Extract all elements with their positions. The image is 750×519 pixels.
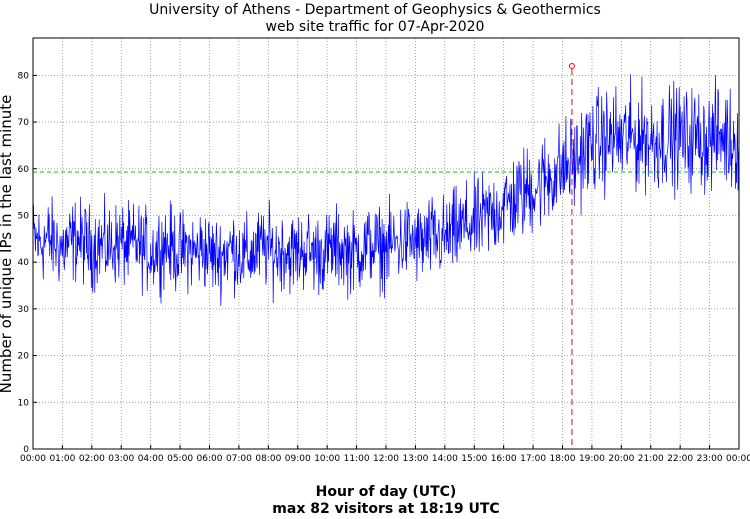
x-axis-label: Hour of day (UTC) [316, 484, 457, 500]
x-tick-label: 01:00 [49, 454, 75, 464]
x-tick-label: 13:00 [402, 454, 428, 464]
x-tick-label: 09:00 [285, 454, 311, 464]
x-tick-label: 11:00 [344, 454, 370, 464]
chart-subtitle: web site traffic for 07-Apr-2020 [266, 19, 485, 35]
y-tick-label: 20 [18, 352, 30, 362]
x-tick-label: 03:00 [108, 454, 134, 464]
x-tick-label: 23:00 [697, 454, 723, 464]
x-tick-label: 00:00 [20, 454, 46, 464]
y-axis-label: Number of unique IPs in the last minute [0, 95, 15, 394]
x-tick-label: 14:00 [432, 454, 458, 464]
y-tick-label: 40 [18, 258, 30, 268]
x-tick-label: 02:00 [79, 454, 105, 464]
series-layer [32, 74, 740, 307]
x-tick-label: 08:00 [255, 454, 281, 464]
y-tick-label: 30 [18, 305, 30, 315]
x-tick-label: 12:00 [373, 454, 399, 464]
x-tick-labels: 00:00 01:00 02:00 03:00 04:00 05:00 06:00 07:00… [20, 454, 750, 464]
x-tick-label: 04:00 [138, 454, 164, 464]
y-tick-labels: 0 10 20 30 40 50 60 70 80 [18, 71, 30, 455]
x-tick-label: 10:00 [314, 454, 340, 464]
y-tick-label: 70 [18, 118, 30, 128]
x-tick-label: 17:00 [520, 454, 546, 464]
x-tick-label: 00:00 [726, 454, 750, 464]
y-tick-label: 60 [18, 165, 30, 175]
x-tick-label: 18:00 [550, 454, 576, 464]
x-tick-label: 06:00 [197, 454, 223, 464]
chart-title: University of Athens - Department of Geo… [149, 2, 601, 18]
x-tick-label: 19:00 [579, 454, 605, 464]
x-tick-label: 05:00 [167, 454, 193, 464]
max-value-marker [568, 63, 575, 70]
max-visitors-caption: max 82 visitors at 18:19 UTC [272, 501, 499, 515]
x-tick-label: 07:00 [226, 454, 252, 464]
y-tick-label: 10 [18, 398, 30, 408]
plot-frame [32, 37, 740, 450]
y-tick-label: 80 [18, 71, 30, 81]
x-tick-label: 21:00 [638, 454, 664, 464]
x-tick-label: 22:00 [667, 454, 693, 464]
x-tick-label: 20:00 [608, 454, 634, 464]
traffic-series-line [32, 74, 740, 307]
x-tick-label: 16:00 [491, 454, 517, 464]
y-tick-label: 0 [23, 445, 29, 455]
x-tick-label: 15:00 [461, 454, 487, 464]
y-tick-label: 50 [18, 211, 30, 221]
marker-layer [568, 63, 575, 449]
